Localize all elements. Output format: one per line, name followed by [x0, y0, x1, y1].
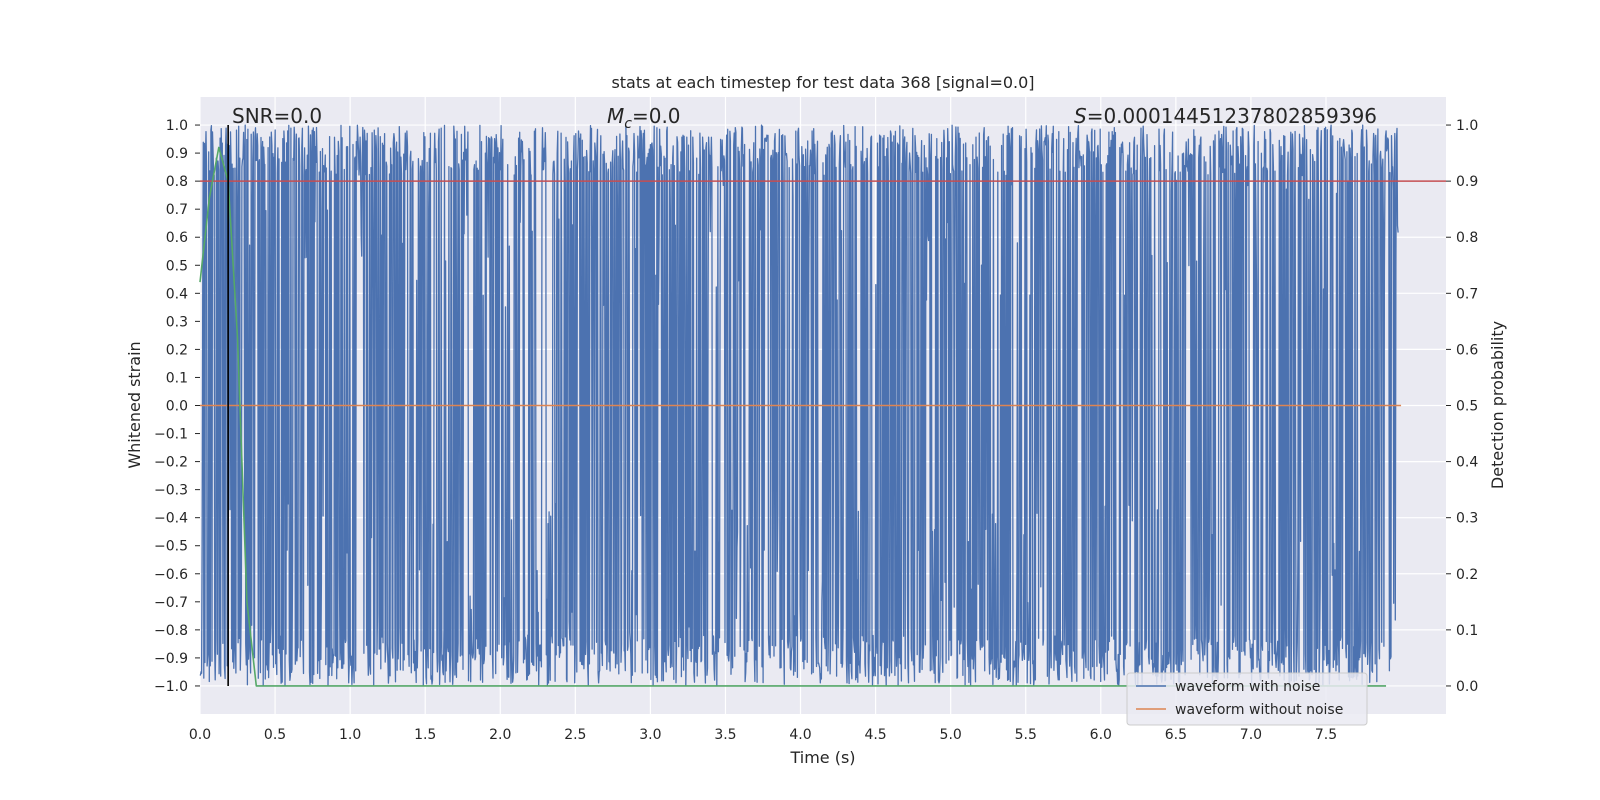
mc-subscript: c — [624, 116, 632, 132]
y-tick-label: −0.4 — [154, 511, 188, 527]
x-tick-label: 5.0 — [940, 727, 962, 743]
y-axis-label: Whitened strain — [125, 341, 144, 468]
x-tick-label: 4.0 — [789, 727, 811, 743]
x-tick-label: 6.5 — [1165, 727, 1187, 743]
y-tick-label: −0.6 — [154, 567, 188, 583]
x-tick-label: 5.5 — [1015, 727, 1037, 743]
x-tick-label: 4.5 — [864, 727, 886, 743]
detection-probability-line — [199, 146, 1387, 687]
x-tick-label: 7.0 — [1240, 727, 1262, 743]
x-tick-label: 6.0 — [1090, 727, 1112, 743]
s-symbol: S — [1074, 104, 1087, 128]
y-tick-label: 0.7 — [166, 202, 188, 218]
y2-axis-label: Detection probability — [1488, 321, 1507, 489]
mc-value: =0.0 — [632, 104, 681, 128]
snr-annotation: SNR=0.0 — [232, 104, 322, 128]
y2-tick-label: 0.1 — [1456, 623, 1478, 639]
x-tick-label: 3.0 — [639, 727, 661, 743]
y2-tick-label: 0.9 — [1456, 174, 1478, 190]
x-tick-label: 0.0 — [189, 727, 211, 743]
y-tick-label: −0.2 — [154, 455, 188, 471]
y-tick-label: −0.3 — [154, 483, 188, 499]
y-tick-label: −0.1 — [154, 427, 188, 443]
legend-label-noise: waveform with noise — [1175, 679, 1320, 695]
y-tick-label: 0.2 — [166, 342, 188, 358]
legend: waveform with noise waveform without noi… — [1126, 672, 1368, 726]
x-tick-label: 7.5 — [1315, 727, 1337, 743]
x-tick-label: 2.0 — [489, 727, 511, 743]
x-tick-label: 2.5 — [564, 727, 586, 743]
noise-series — [199, 124, 1399, 687]
y2-tick-label: 1.0 — [1456, 118, 1478, 134]
x-tick-label: 0.5 — [264, 727, 286, 743]
chart-title: stats at each timestep for test data 368… — [611, 73, 1034, 92]
y2-tick-label: 0.6 — [1456, 342, 1478, 358]
waveform-with-noise-line — [199, 124, 1399, 687]
y2-tick-label: 0.0 — [1456, 679, 1478, 695]
y-tick-label: 1.0 — [166, 118, 188, 134]
mc-symbol: M — [607, 104, 624, 128]
y-tick-label: −0.9 — [154, 651, 188, 667]
y-tick-label: −1.0 — [154, 679, 188, 695]
x-tick-label: 3.5 — [714, 727, 736, 743]
mc-annotation: Mc=0.0 — [607, 104, 681, 132]
y-tick-label: −0.8 — [154, 623, 188, 639]
s-annotation: S=0.00014451237802859396 — [1074, 104, 1377, 128]
overlay-series — [199, 125, 1446, 687]
y-tick-label: −0.5 — [154, 539, 188, 555]
y-tick-label: 0.9 — [166, 146, 188, 162]
y-tick-label: 0.4 — [166, 286, 188, 302]
legend-label-clean: waveform without noise — [1175, 702, 1343, 718]
y2-tick-label: 0.5 — [1456, 399, 1478, 415]
y-tick-label: 0.8 — [166, 174, 188, 190]
x-axis-label: Time (s) — [789, 748, 855, 767]
y2-tick-label: 0.2 — [1456, 567, 1478, 583]
tick-labels: 0.0 0.5 1.0 1.5 2.0 2.5 3.0 3.5 4.0 4.5 5.0 5.5 6.0 6… — [154, 118, 1478, 743]
y-tick-label: 0.5 — [166, 258, 188, 274]
x-tick-label: 1.0 — [339, 727, 361, 743]
y2-tick-label: 0.3 — [1456, 511, 1478, 527]
y2-tick-label: 0.8 — [1456, 230, 1478, 246]
y-tick-label: 0.3 — [166, 314, 188, 330]
x-tick-label: 1.5 — [414, 727, 436, 743]
y-tick-label: −0.7 — [154, 595, 188, 611]
y-tick-label: 0.6 — [166, 230, 188, 246]
s-value: =0.00014451237802859396 — [1087, 104, 1377, 128]
y-tick-label: 0.0 — [166, 399, 188, 415]
y2-tick-label: 0.4 — [1456, 455, 1478, 471]
legend-box — [1126, 672, 1368, 726]
y2-tick-label: 0.7 — [1456, 286, 1478, 302]
y-tick-label: 0.1 — [166, 370, 188, 386]
